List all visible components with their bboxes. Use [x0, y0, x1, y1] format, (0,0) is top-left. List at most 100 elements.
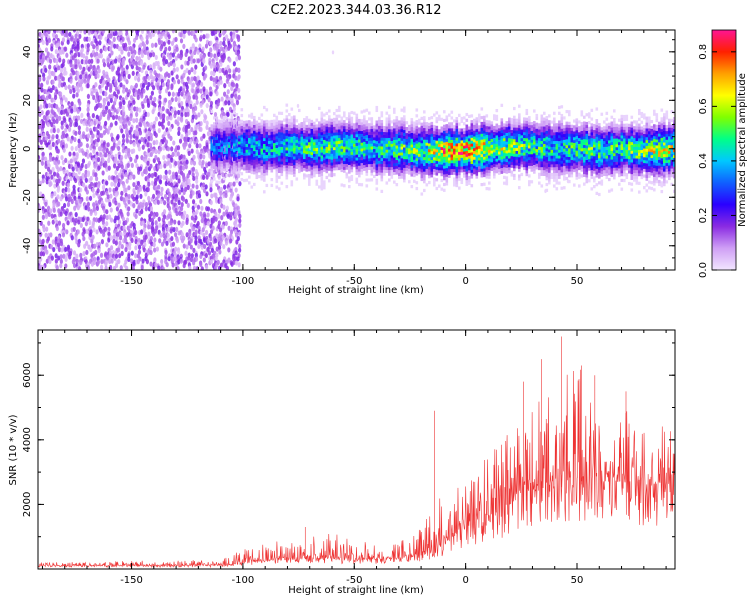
- ridge-cell: [240, 154, 244, 158]
- noise-cell: [120, 174, 124, 180]
- ridge-cell: [318, 127, 321, 131]
- ridge-cell: [313, 174, 316, 178]
- noise-cell: [121, 60, 125, 66]
- noise-cell: [84, 177, 88, 183]
- ridge-cell: [443, 168, 446, 172]
- ridge-cell: [450, 116, 454, 120]
- ridge-cell: [340, 119, 344, 123]
- ridge-cell: [320, 140, 324, 144]
- ridge-cell: [448, 168, 451, 173]
- ridge-cell: [410, 138, 414, 142]
- ridge-cell: [338, 134, 341, 139]
- ridge-cell: [353, 155, 356, 159]
- ridge-cell: [333, 149, 336, 154]
- ridge-cell: [305, 139, 309, 143]
- ridge-cell: [448, 154, 451, 158]
- noise-cell: [223, 91, 227, 97]
- noise-cell: [187, 255, 191, 261]
- noise-cell: [201, 46, 205, 52]
- ridge-cell: [243, 135, 246, 139]
- ridge-cell: [333, 126, 336, 130]
- noise-cell: [116, 215, 120, 221]
- ridge-cell: [403, 176, 406, 180]
- ridge-cell: [260, 159, 264, 164]
- noise-cell: [132, 196, 136, 202]
- ridge-cell: [220, 131, 224, 135]
- ridge-cell: [215, 145, 219, 149]
- noise-cell: [125, 265, 129, 270]
- ridge-cell: [415, 122, 419, 127]
- noise-cell: [144, 202, 149, 208]
- ridge-cell: [358, 150, 361, 155]
- ridge-cell: [308, 124, 311, 128]
- noise-cell: [222, 30, 226, 36]
- ridge-cell: [245, 143, 249, 147]
- ridge-cell: [435, 163, 439, 167]
- ridge-cell: [423, 177, 426, 181]
- ridge-cell: [253, 159, 256, 163]
- ridge-cell: [358, 142, 361, 146]
- ridge-cell: [338, 143, 341, 147]
- noise-cell: [132, 261, 136, 267]
- noise-cell: [86, 265, 90, 270]
- noise-cell: [52, 33, 56, 39]
- ridge-cell: [390, 175, 394, 179]
- ridge-cell: [225, 115, 229, 119]
- ridge-cell: [220, 163, 224, 167]
- noise-cell: [74, 172, 78, 179]
- noise-cell: [189, 160, 194, 166]
- ridge-cell: [430, 148, 434, 152]
- ridge-cell: [353, 161, 356, 165]
- ridge-cell: [298, 108, 301, 113]
- noise-cell: [152, 64, 156, 70]
- ridge-cell: [265, 172, 269, 176]
- noise-cell: [184, 51, 188, 58]
- ridge-cell: [238, 170, 241, 174]
- ridge-cell: [360, 110, 364, 114]
- noise-cell: [50, 122, 54, 128]
- noise-cell: [227, 100, 231, 106]
- ridge-cell: [393, 168, 396, 173]
- ridge-cell: [425, 145, 429, 149]
- ridge-cell: [388, 155, 391, 159]
- ridge-cell: [253, 142, 256, 146]
- noise-cell: [72, 70, 76, 76]
- noise-cell: [181, 220, 185, 226]
- ridge-cell: [378, 122, 381, 126]
- ridge-cell: [413, 168, 416, 172]
- ridge-cell: [280, 155, 284, 159]
- noise-cell: [159, 198, 163, 205]
- noise-cell: [91, 234, 95, 240]
- ridge-cell: [215, 157, 219, 161]
- ridge-cell: [290, 107, 294, 111]
- ridge-cell: [405, 167, 409, 171]
- ridge-cell: [263, 137, 266, 142]
- ridge-cell: [430, 153, 434, 158]
- ridge-cell: [375, 167, 379, 171]
- noise-cell: [126, 162, 130, 169]
- noise-cell: [199, 102, 203, 108]
- ridge-cell: [225, 168, 229, 172]
- ridge-cell: [423, 153, 426, 158]
- ridge-cell: [395, 151, 399, 155]
- ridge-cell: [243, 120, 246, 124]
- noise-cell: [50, 46, 54, 52]
- noise-cell: [224, 34, 229, 40]
- ridge-cell: [293, 135, 296, 140]
- noise-cell: [124, 165, 128, 172]
- ridge-cell: [270, 151, 274, 156]
- ridge-cell: [268, 143, 271, 147]
- noise-cell: [159, 34, 163, 40]
- ridge-cell: [348, 126, 351, 131]
- noise-cell: [141, 258, 145, 264]
- noise-cell: [197, 243, 201, 250]
- noise-cell: [151, 148, 155, 154]
- noise-cell: [50, 193, 54, 199]
- noise-cell: [171, 30, 175, 34]
- ridge-cell: [220, 166, 224, 170]
- ridge-cell: [338, 105, 341, 110]
- noise-cell: [89, 175, 93, 182]
- ridge-cell: [230, 138, 234, 143]
- ridge-cell: [435, 157, 439, 162]
- ridge-cell: [368, 134, 371, 138]
